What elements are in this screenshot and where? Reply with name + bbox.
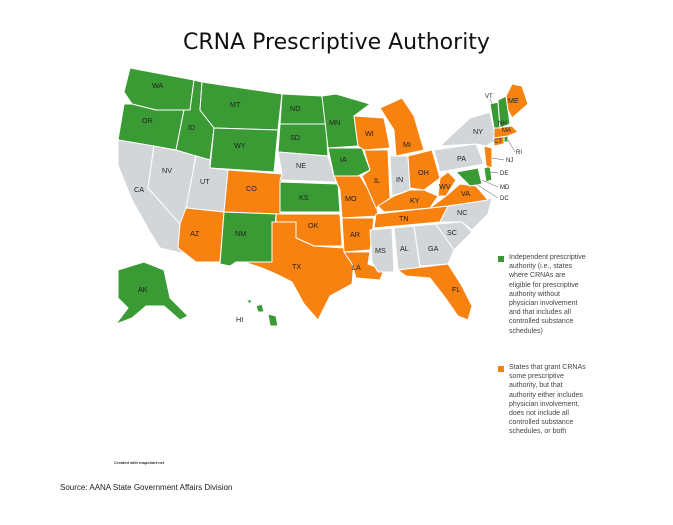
state-NM[interactable] xyxy=(219,211,277,267)
label-HI: HI xyxy=(236,315,243,324)
state-SC[interactable] xyxy=(435,221,473,251)
state-FL[interactable] xyxy=(397,263,473,321)
label-SC: SC xyxy=(447,228,457,237)
label-WV: WV xyxy=(439,182,451,191)
state-TX[interactable] xyxy=(243,221,355,321)
state-AZ[interactable] xyxy=(177,207,225,263)
state-MI[interactable] xyxy=(379,97,425,157)
label-CT: CT xyxy=(494,139,502,145)
label-VT: VT xyxy=(485,94,493,100)
label-IN: IN xyxy=(396,175,403,184)
callout-ri xyxy=(507,139,516,153)
label-VA: VA xyxy=(461,189,470,198)
state-KS[interactable] xyxy=(279,181,341,213)
state-NJ[interactable] xyxy=(483,145,493,169)
callout-vt xyxy=(489,98,495,109)
label-NY: NY xyxy=(473,127,483,136)
label-CO: CO xyxy=(246,184,257,193)
state-ME[interactable] xyxy=(505,83,529,119)
label-ME: ME xyxy=(508,96,519,105)
label-NV: NV xyxy=(162,166,172,175)
label-MT: MT xyxy=(230,100,241,109)
state-MA[interactable] xyxy=(493,125,519,139)
state-MT[interactable] xyxy=(199,81,283,131)
state-OH[interactable] xyxy=(407,149,441,191)
map-title: CRNA Prescriptive Authority xyxy=(183,30,490,55)
state-LA[interactable] xyxy=(343,251,385,281)
label-AZ: AZ xyxy=(190,229,200,238)
label-DC: DC xyxy=(500,196,509,202)
state-NY[interactable] xyxy=(439,111,497,147)
label-TX: TX xyxy=(292,262,301,271)
label-IL: IL xyxy=(374,176,380,185)
label-NC: NC xyxy=(457,208,467,217)
label-WI: WI xyxy=(365,129,374,138)
label-OK: OK xyxy=(308,221,319,230)
label-IA: IA xyxy=(340,155,347,164)
label-FL: FL xyxy=(452,285,460,294)
label-NM: NM xyxy=(235,229,246,238)
callout-nj xyxy=(491,157,505,161)
label-AL: AL xyxy=(400,244,409,253)
legend-text-independent: Independent prescriptive authority (i.e.… xyxy=(509,254,586,335)
state-AR[interactable] xyxy=(341,217,375,253)
state-WI[interactable] xyxy=(353,115,391,151)
callout-de xyxy=(489,171,499,174)
label-NJ: NJ xyxy=(506,158,513,164)
state-GA[interactable] xyxy=(413,223,455,267)
label-CA: CA xyxy=(134,185,144,194)
state-WY[interactable] xyxy=(209,127,279,173)
label-RI: RI xyxy=(516,150,522,156)
label-MI: MI xyxy=(403,140,411,149)
state-IL[interactable] xyxy=(361,149,391,209)
legend-swatch-some xyxy=(498,366,504,372)
state-HI[interactable] xyxy=(245,299,279,327)
label-OR: OR xyxy=(142,116,153,125)
callout-md xyxy=(481,179,499,188)
state-ND[interactable] xyxy=(279,93,327,125)
legend-text-some: States that grant CRNAs some prescriptiv… xyxy=(509,364,586,436)
legend-swatch-independent xyxy=(498,256,504,262)
state-MD[interactable] xyxy=(455,167,483,187)
label-OH: OH xyxy=(418,168,429,177)
label-TN: TN xyxy=(399,214,409,223)
state-MS[interactable] xyxy=(369,227,395,273)
label-MD: MD xyxy=(500,185,510,191)
label-ID: ID xyxy=(188,123,195,132)
label-SD: SD xyxy=(290,133,300,142)
state-SD[interactable] xyxy=(277,123,329,157)
state-AK[interactable] xyxy=(115,261,189,325)
label-AK: AK xyxy=(138,285,148,294)
label-UT: UT xyxy=(200,177,210,186)
source-text: Source: AANA State Government Affairs Di… xyxy=(60,483,233,492)
state-WV[interactable] xyxy=(437,171,457,197)
label-LA: LA xyxy=(352,263,361,272)
state-KY[interactable] xyxy=(377,189,439,213)
state-DE[interactable] xyxy=(483,165,493,183)
state-IA[interactable] xyxy=(327,147,371,177)
label-WY: WY xyxy=(234,141,246,150)
label-KY: KY xyxy=(410,196,420,205)
label-ND: ND xyxy=(290,104,300,113)
label-WA: WA xyxy=(152,81,164,90)
label-MO: MO xyxy=(345,194,357,203)
state-NE[interactable] xyxy=(277,151,337,183)
label-MA: MA xyxy=(502,128,511,134)
label-MN: MN xyxy=(329,118,340,127)
label-DE: DE xyxy=(500,171,508,177)
label-MS: MS xyxy=(375,246,386,255)
label-KS: KS xyxy=(299,193,309,202)
callout-dc xyxy=(475,183,499,199)
label-AR: AR xyxy=(350,230,360,239)
state-PA[interactable] xyxy=(433,143,485,173)
label-GA: GA xyxy=(428,244,439,253)
label-NH: NH xyxy=(498,121,507,127)
credit-text: Created with mapchart.net xyxy=(114,460,165,465)
label-NE: NE xyxy=(296,161,306,170)
label-PA: PA xyxy=(457,154,466,163)
